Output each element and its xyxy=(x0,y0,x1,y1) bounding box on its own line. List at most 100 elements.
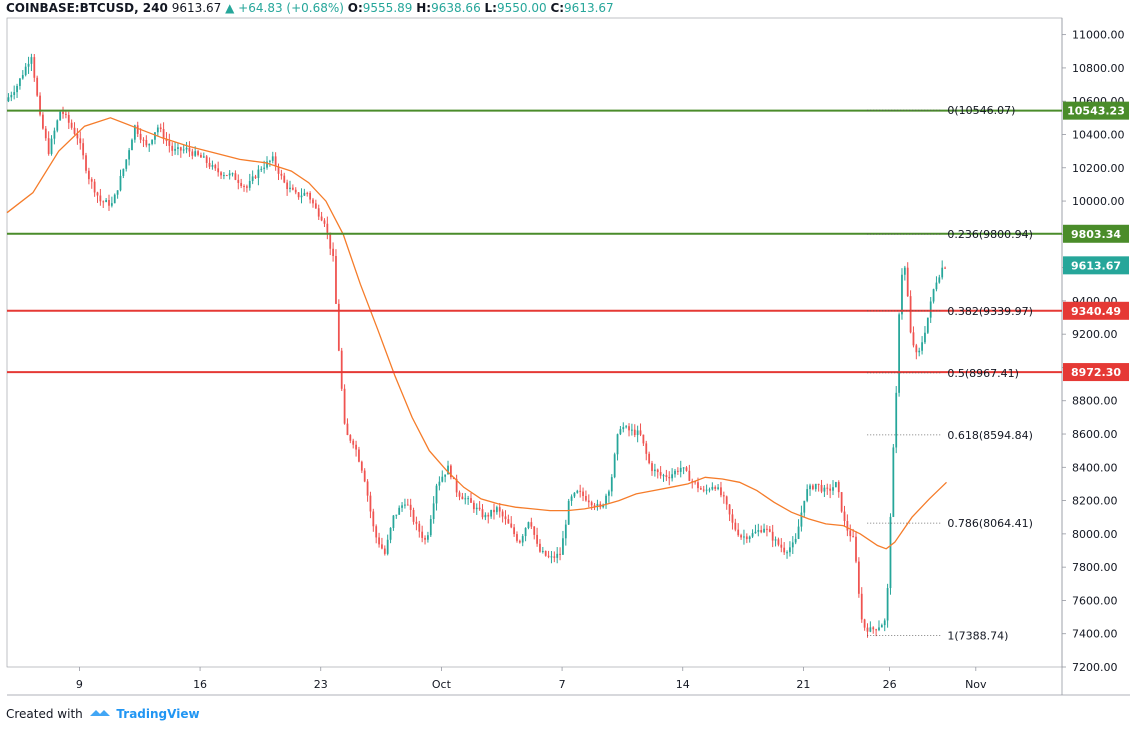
candle-body xyxy=(697,482,699,489)
candle-body xyxy=(674,470,676,475)
candle xyxy=(383,545,386,556)
candle-body xyxy=(924,332,926,343)
fib-level-label: 0.382(9339.97) xyxy=(947,305,1033,318)
candle xyxy=(231,172,234,177)
candle-body xyxy=(912,332,915,346)
candle-body xyxy=(935,282,938,290)
candle-body xyxy=(938,277,941,283)
candle xyxy=(579,484,582,498)
candle xyxy=(225,174,228,177)
candle-body xyxy=(708,489,711,491)
y-tick-label: 7200.00 xyxy=(1072,661,1118,674)
candle xyxy=(530,517,533,530)
candle-body xyxy=(116,190,119,195)
candle xyxy=(42,112,44,130)
candle xyxy=(524,527,527,542)
candle xyxy=(429,515,432,537)
candle xyxy=(648,451,651,465)
candle-body xyxy=(369,495,372,512)
y-tick-label: 7800.00 xyxy=(1072,561,1118,574)
candle xyxy=(516,531,518,543)
candle-body xyxy=(754,531,757,534)
candle-body xyxy=(662,475,665,477)
candle-body xyxy=(415,521,418,524)
candle-body xyxy=(337,303,340,351)
candle-body xyxy=(96,192,99,196)
candle xyxy=(44,125,47,141)
candle-body xyxy=(139,133,142,140)
y-tick-label: 7600.00 xyxy=(1072,594,1118,607)
candle xyxy=(521,534,524,547)
candle-body xyxy=(7,97,10,102)
candle xyxy=(794,533,797,545)
candle xyxy=(889,513,892,595)
candle xyxy=(585,490,587,502)
candle-body xyxy=(797,526,800,539)
candle xyxy=(906,262,909,297)
candle-body xyxy=(668,477,671,479)
candle-body xyxy=(42,114,44,129)
candle-body xyxy=(19,78,21,86)
candle xyxy=(53,127,56,145)
candle-body xyxy=(777,539,780,545)
candle-body xyxy=(260,168,263,170)
tradingview-brand-link[interactable]: TradingView xyxy=(116,707,200,721)
candle xyxy=(154,132,156,145)
candle-body xyxy=(679,467,682,472)
candle xyxy=(352,438,355,449)
candle-body xyxy=(21,75,24,79)
candle xyxy=(139,128,142,144)
candle-body xyxy=(291,187,294,190)
candle xyxy=(243,184,245,192)
candle xyxy=(148,143,151,152)
candle xyxy=(490,509,493,519)
candle xyxy=(312,197,314,208)
candle-body xyxy=(789,547,791,553)
candle-body xyxy=(59,111,62,121)
candle-body xyxy=(849,530,852,537)
candle-body xyxy=(467,498,470,500)
candle-body xyxy=(760,530,763,533)
candle xyxy=(926,317,929,335)
candle-body xyxy=(211,165,214,167)
candle xyxy=(131,138,133,151)
candle xyxy=(346,418,349,436)
fib-level-label: 1(7388.74) xyxy=(947,630,1008,643)
candle-body xyxy=(358,449,360,462)
candle-body xyxy=(79,138,82,144)
candle xyxy=(679,460,682,478)
candle xyxy=(450,464,452,480)
candle-body xyxy=(863,619,866,628)
candle xyxy=(289,180,291,193)
candle xyxy=(935,276,938,292)
candle-body xyxy=(329,232,332,249)
candle-body xyxy=(392,515,395,528)
candle xyxy=(110,196,113,208)
candle xyxy=(912,326,915,348)
candle xyxy=(475,503,478,515)
candle-body xyxy=(783,547,786,553)
candle xyxy=(472,500,475,513)
candle xyxy=(547,550,550,559)
x-tick-label: Nov xyxy=(965,678,987,691)
y-tick-label: 10000.00 xyxy=(1072,195,1125,208)
x-tick-label: 21 xyxy=(796,678,810,691)
candle-body xyxy=(857,561,860,594)
candle-body xyxy=(559,553,561,555)
open-value: 9555.89 xyxy=(362,1,413,15)
candle-body xyxy=(906,267,909,297)
candle-body xyxy=(717,487,719,489)
candle-body xyxy=(642,434,645,444)
candle-body xyxy=(461,496,464,500)
candle-body xyxy=(516,534,518,541)
candle xyxy=(728,504,731,522)
candle-body xyxy=(13,92,16,95)
candle xyxy=(67,111,70,130)
candle-body xyxy=(47,138,50,154)
candle xyxy=(880,623,883,628)
candle xyxy=(228,170,231,180)
candle-body xyxy=(429,519,432,536)
symbol-label[interactable]: COINBASE:BTCUSD, 240 xyxy=(6,1,168,15)
